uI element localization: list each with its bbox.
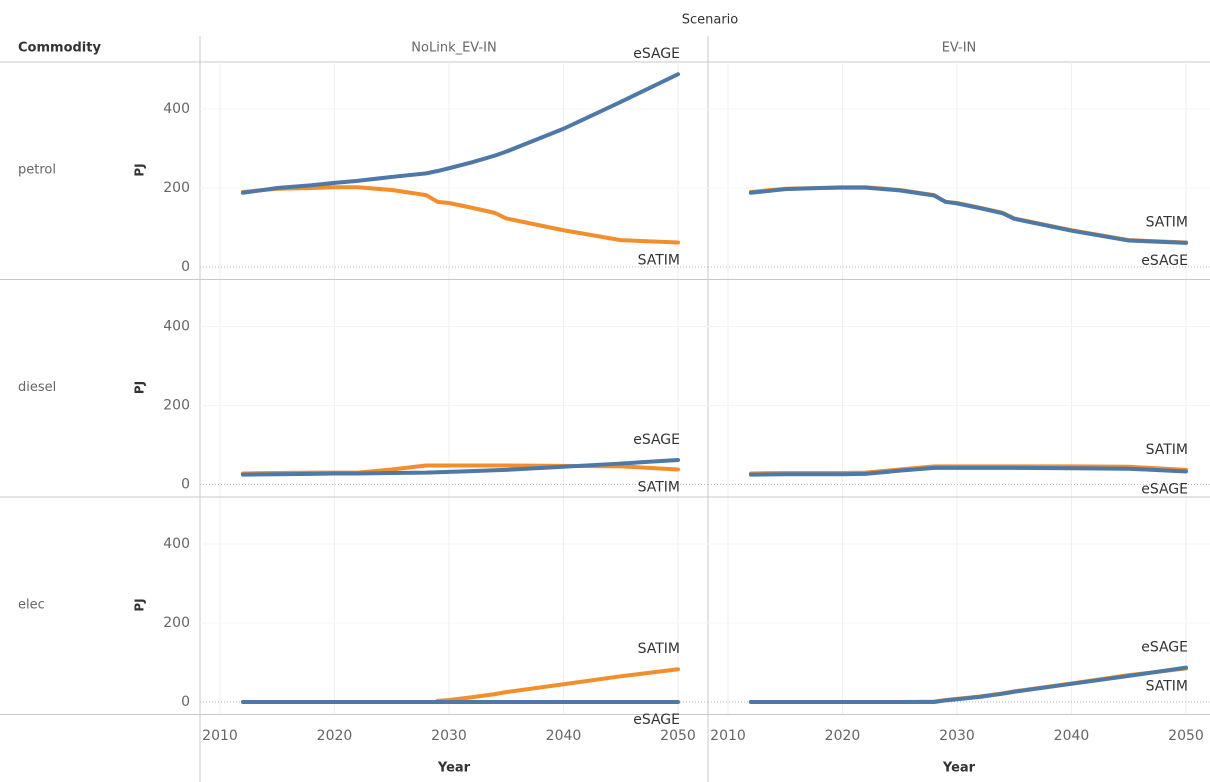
x-tick-label: 2020 [825,728,861,744]
series-line [748,185,1188,245]
x-tick-label: 2010 [202,728,238,744]
series-label: eSAGE [1141,253,1188,269]
series-line [240,72,680,195]
x-tick-label: 2030 [939,728,975,744]
series-label: eSAGE [633,712,680,728]
x-tick-label: 2010 [710,728,746,744]
y-tick-label: 200 [163,398,190,414]
series-label: eSAGE [1141,640,1188,656]
series-label: SATIM [1146,215,1188,231]
chart-title: Scenario [682,13,739,28]
y-axis-label: PJ [133,163,147,176]
series-label: eSAGE [633,46,680,62]
series-line [435,667,680,703]
series-label: SATIM [638,253,680,269]
y-tick-label: 200 [163,180,190,196]
x-tick-label: 2030 [431,728,467,744]
x-tick-label: 2040 [546,728,582,744]
series-label: eSAGE [633,432,680,448]
row-header: Commodity [18,41,101,56]
y-axis-label: PJ [133,381,147,394]
series-label: SATIM [638,641,680,657]
series-line [748,665,1188,704]
x-tick-label: 2020 [317,728,353,744]
y-tick-label: 0 [181,694,190,710]
y-tick-label: 200 [163,615,190,631]
series-line [240,185,680,245]
series-label: SATIM [638,479,680,495]
y-tick-label: 0 [181,259,190,275]
series-line [240,458,680,477]
column-header: EV-IN [942,41,977,56]
row-label: petrol [18,163,56,178]
y-tick-label: 0 [181,477,190,493]
series-label: eSAGE [1141,481,1188,497]
x-axis-label: Year [437,761,471,776]
x-tick-label: 2050 [660,728,696,744]
column-header: NoLink_EV-IN [411,41,496,56]
row-label: diesel [18,380,56,395]
row-label: elec [18,598,45,613]
series-label: SATIM [1146,442,1188,458]
series-line [748,185,1188,245]
x-tick-label: 2050 [1168,728,1204,744]
y-tick-label: 400 [163,319,190,335]
y-tick-label: 400 [163,101,190,117]
x-axis-label: Year [942,761,976,776]
y-axis-label: PJ [133,598,147,611]
series-label: SATIM [1146,678,1188,694]
y-tick-label: 400 [163,536,190,552]
x-tick-label: 2040 [1054,728,1090,744]
series-line [748,465,1188,477]
